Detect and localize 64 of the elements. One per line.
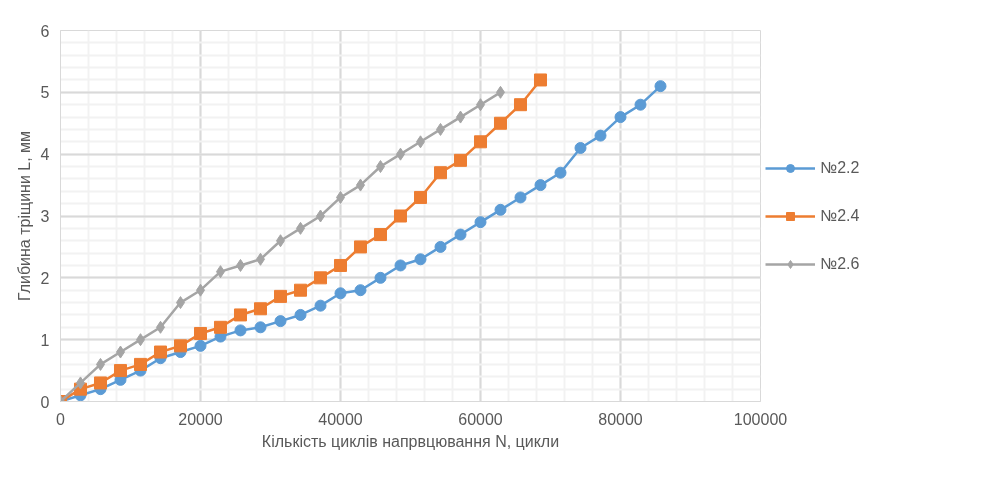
point <box>534 179 547 192</box>
point <box>294 308 307 321</box>
point <box>174 339 187 353</box>
x-tick-label: 20000 <box>178 410 223 428</box>
legend-label: №2.4 <box>820 206 860 225</box>
y-tick-label: 1 <box>40 331 50 349</box>
point <box>614 111 627 124</box>
point <box>374 228 387 242</box>
x-axis-title: Кількість циклів напрвцювання N, цикли <box>261 432 560 450</box>
point <box>434 240 447 253</box>
point <box>194 326 207 340</box>
point <box>394 259 407 272</box>
point <box>454 153 467 167</box>
point <box>294 283 307 297</box>
point <box>114 364 127 378</box>
point <box>314 299 327 312</box>
point <box>334 258 347 272</box>
point <box>554 166 567 179</box>
point <box>94 376 107 390</box>
x-tick-label: 0 <box>56 410 66 428</box>
point <box>474 135 487 149</box>
point <box>354 284 367 297</box>
point <box>334 287 347 300</box>
point <box>434 166 447 180</box>
point <box>634 98 647 111</box>
point <box>314 271 327 285</box>
point <box>654 80 667 93</box>
point <box>454 228 467 241</box>
point <box>574 141 587 154</box>
point <box>494 203 507 216</box>
point <box>594 129 607 142</box>
point <box>194 339 207 352</box>
point <box>514 191 527 204</box>
point <box>254 302 267 316</box>
point <box>414 253 427 266</box>
point <box>474 216 487 229</box>
point <box>494 116 507 130</box>
legend-label: №2.2 <box>820 158 860 177</box>
point <box>274 315 287 328</box>
point <box>154 345 167 359</box>
point <box>354 240 367 254</box>
point <box>254 321 267 334</box>
point <box>274 289 287 303</box>
y-tick-label: 4 <box>40 146 50 164</box>
legend-label: №2.6 <box>820 254 860 273</box>
x-tick-label: 100000 <box>733 410 788 428</box>
point <box>134 357 147 371</box>
point <box>394 209 407 223</box>
y-tick-label: 2 <box>40 269 50 287</box>
x-tick-label: 60000 <box>458 410 503 428</box>
point <box>234 308 247 322</box>
y-tick-label: 0 <box>40 393 50 411</box>
point <box>234 324 247 337</box>
point <box>214 320 227 334</box>
y-tick-label: 5 <box>40 84 50 102</box>
point <box>514 98 527 112</box>
x-tick-label: 40000 <box>318 410 363 428</box>
point <box>374 271 387 284</box>
y-axis-title: Глибина тріщини L, мм <box>15 130 33 302</box>
x-tick-label: 80000 <box>598 410 643 428</box>
point <box>534 73 547 87</box>
y-tick-label: 6 <box>40 22 50 40</box>
y-tick-label: 3 <box>40 208 50 225</box>
point <box>414 190 427 204</box>
